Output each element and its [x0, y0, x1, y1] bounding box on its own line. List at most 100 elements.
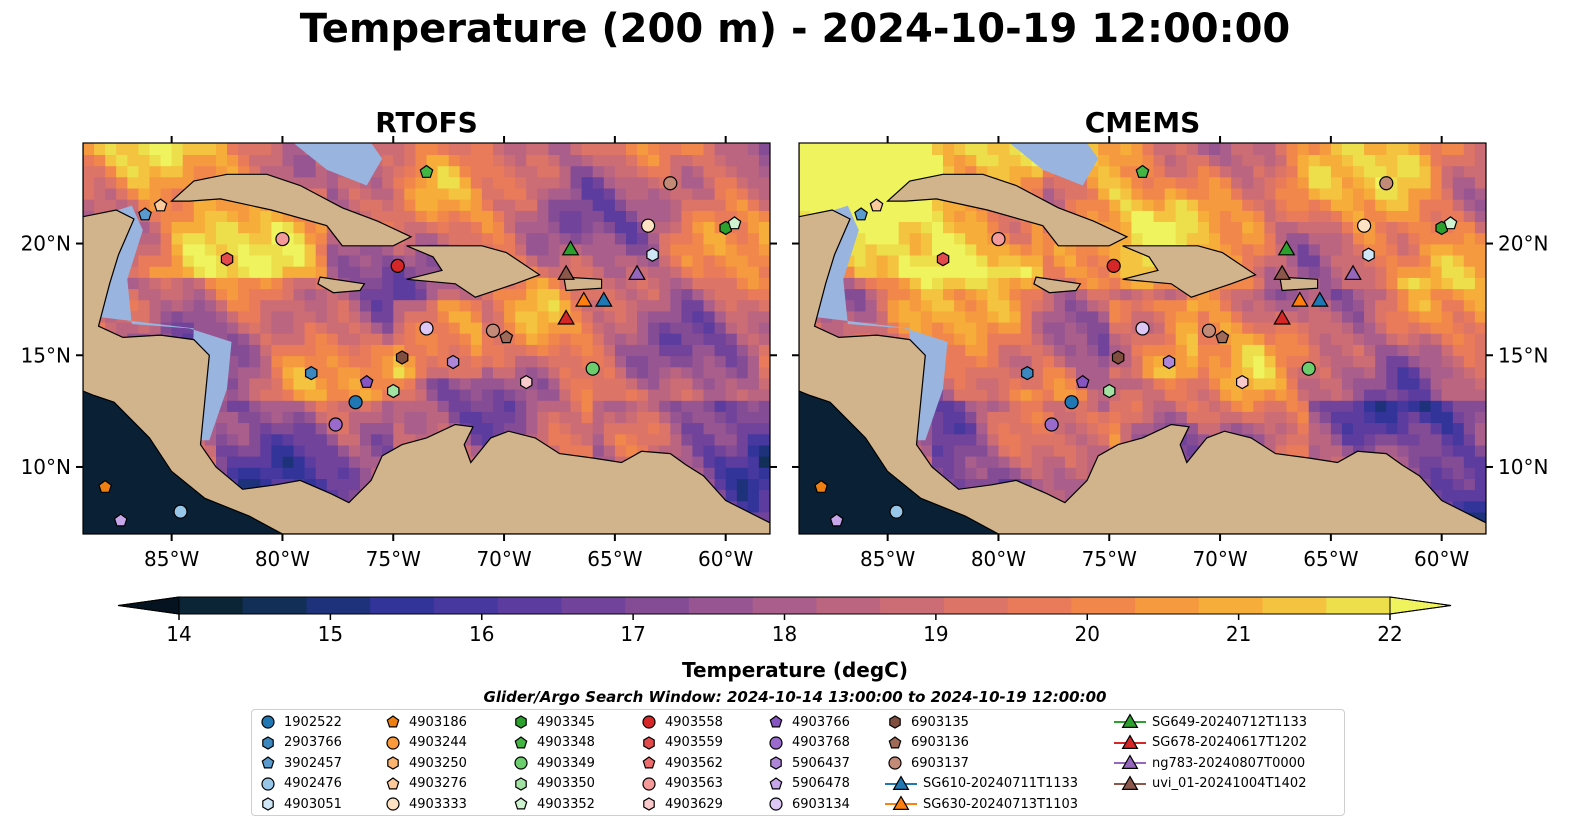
- colorbar-tick-label: 18: [772, 622, 797, 646]
- colorbar-tick-label: 22: [1377, 622, 1402, 646]
- legend-item: SG678-20240617T1202: [1114, 733, 1307, 753]
- legend-item: 4903333: [383, 794, 467, 814]
- legend-item: 1902522: [258, 712, 342, 732]
- legend-marker: [386, 797, 400, 811]
- x-tick-label: 70°W: [1192, 547, 1247, 571]
- pentagon-marker-icon: [769, 777, 783, 790]
- obs-marker: [727, 216, 742, 230]
- legend-label: 4903276: [409, 776, 467, 792]
- legend-marker: [770, 756, 782, 770]
- triangle-marker-icon: [885, 775, 917, 790]
- legend-marker: [1121, 733, 1139, 749]
- x-tick-label: 85°W: [860, 547, 915, 571]
- legend-item: 2903766: [258, 733, 342, 753]
- hexagon-marker-icon: [643, 797, 655, 812]
- legend-label: 4903559: [665, 735, 723, 751]
- legend-item: ng783-20240807T0000: [1114, 753, 1305, 773]
- obs-marker: [1273, 264, 1291, 280]
- legend-label: uvi_01-20241004T1402: [1152, 776, 1307, 792]
- legend-marker: [386, 735, 400, 750]
- obs-marker: [275, 231, 290, 247]
- legend-label: 6903134: [792, 796, 850, 812]
- legend-marker: [386, 777, 400, 790]
- map-panel-rtofs: 85°W 80°W 75°W 70°W 65°W 60°W 20°N 15°N 10°N: [21, 136, 777, 571]
- obs-marker: [305, 365, 318, 381]
- obs-marker: [1310, 291, 1329, 307]
- legend-marker: [642, 756, 656, 769]
- obs-marker: [485, 323, 501, 338]
- obs-marker: [641, 218, 656, 233]
- obs-marker: [359, 374, 374, 388]
- hexagon-marker-icon: [889, 715, 901, 729]
- legend-label: 1902522: [284, 714, 342, 730]
- legend-item: 4903276: [383, 774, 467, 794]
- panel-title-rtofs: RTOFS: [375, 106, 478, 139]
- legend-marker: [515, 715, 527, 729]
- obs-marker: [991, 231, 1006, 247]
- circle-marker-icon: [642, 777, 656, 791]
- hexagon-marker-icon: [515, 777, 527, 791]
- obs-marker: [1111, 350, 1125, 365]
- legend-marker: [262, 735, 274, 750]
- legend-marker: [888, 735, 902, 749]
- obs-marker: [1201, 323, 1217, 338]
- y-tick-label: 20°N: [21, 232, 71, 256]
- obs-marker: [1379, 176, 1394, 191]
- pentagon-marker-icon: [514, 735, 528, 749]
- hexagon-marker-icon: [515, 715, 527, 729]
- triangle-marker-icon: [1114, 713, 1146, 728]
- legend-item: SG610-20240711T1133: [885, 774, 1078, 794]
- legend-label: SG649-20240712T1133: [1152, 714, 1308, 730]
- legend-item: 6903135: [885, 712, 969, 732]
- x-tick-label: 70°W: [476, 547, 531, 571]
- legend-marker: [769, 777, 783, 790]
- x-tick-label: 80°W: [255, 547, 310, 571]
- pentagon-marker-icon: [386, 715, 400, 728]
- legend-marker: [514, 735, 528, 749]
- legend-marker: [1121, 713, 1139, 728]
- circle-marker-icon: [386, 735, 400, 750]
- obs-marker: [348, 395, 363, 410]
- x-tick-label: 75°W: [366, 547, 421, 571]
- x-tick-label: 60°W: [1414, 547, 1469, 571]
- y-tick-label: 20°N: [1498, 232, 1548, 256]
- triangle-marker-icon: [885, 795, 917, 811]
- triangle-marker-icon: [1114, 754, 1146, 770]
- obs-marker: [387, 383, 400, 399]
- obs-marker: [419, 321, 434, 336]
- legend-label: 5906437: [792, 755, 850, 771]
- legend-marker: [769, 735, 783, 750]
- legend-item: SG649-20240712T1133: [1114, 712, 1307, 732]
- obs-marker: [585, 361, 600, 376]
- obs-marker: [936, 252, 950, 267]
- legend-label: 6903137: [911, 755, 969, 771]
- colorbar-tick-label: 15: [318, 622, 343, 646]
- y-tick-label: 15°N: [21, 343, 71, 367]
- legend-marker: [262, 797, 274, 812]
- colorbar-tick-label: 14: [166, 622, 191, 646]
- obs-marker: [519, 374, 533, 390]
- legend-label: 4903563: [665, 776, 723, 792]
- legend-item: 3902457: [258, 753, 342, 773]
- hexagon-marker-icon: [262, 735, 274, 750]
- legend-item: 4903350: [511, 774, 595, 794]
- legend-item: 4903766: [766, 712, 850, 732]
- legend-label: 4903350: [537, 776, 595, 792]
- circle-marker-icon: [769, 797, 783, 811]
- legend-marker: [889, 715, 901, 729]
- obs-marker: [1106, 258, 1121, 273]
- pentagon-marker-icon: [642, 756, 656, 769]
- legend-label: 4903250: [409, 755, 467, 771]
- y-tick-label: 10°N: [21, 455, 71, 479]
- legend-item: 4903349: [511, 753, 595, 773]
- legend-marker: [643, 735, 655, 750]
- colorbar-tick-label: 16: [469, 622, 494, 646]
- obs-marker: [1135, 321, 1150, 336]
- obs-marker: [829, 513, 844, 527]
- obs-marker: [153, 198, 168, 212]
- legend: 1902522 2903766 3902457 4902476 4903051 49031…: [251, 709, 1345, 816]
- obs-marker: [814, 479, 829, 493]
- legend-marker: [769, 715, 783, 728]
- circle-marker-icon: [514, 756, 528, 770]
